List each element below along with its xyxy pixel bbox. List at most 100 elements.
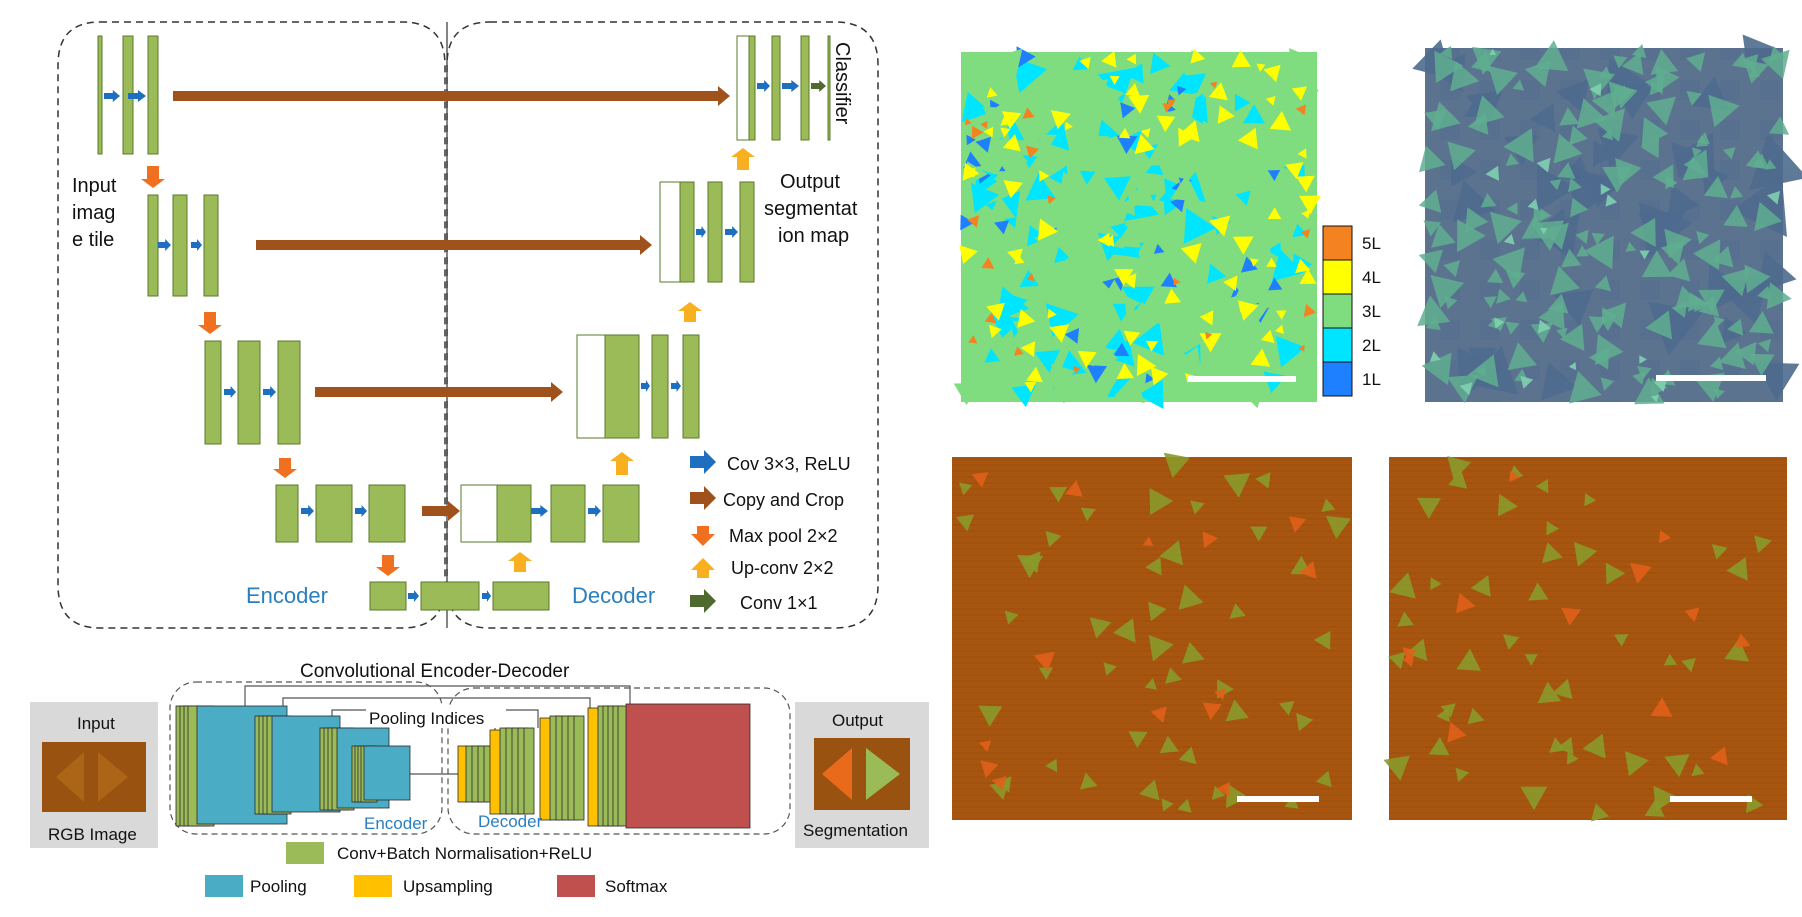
maxpool-arrow xyxy=(376,555,400,576)
feature-map-block xyxy=(203,194,219,297)
afm-thick-flake xyxy=(1709,746,1728,766)
layer-3L-flake xyxy=(1125,188,1147,209)
optical-flake xyxy=(1439,45,1453,60)
layer-4L-flake xyxy=(1263,64,1281,83)
afm-flake xyxy=(1614,634,1629,647)
layer-4L-flake xyxy=(1049,324,1069,343)
conv1x1-arrow xyxy=(811,80,826,92)
conv-arrow xyxy=(128,90,146,102)
feature-map-block xyxy=(748,35,756,141)
layer-1L-region xyxy=(1120,102,1136,119)
afm-thick-flake xyxy=(1216,781,1230,797)
feature-map-block xyxy=(682,334,700,439)
layer-4L-flake xyxy=(965,167,976,178)
copy-crop-arrow xyxy=(173,86,730,106)
layer-5L-flake xyxy=(984,312,996,324)
afm-flake xyxy=(1148,601,1167,622)
layer-5L-flake xyxy=(967,215,979,228)
layer-3L-flake xyxy=(1290,308,1304,322)
layer-4L-flake xyxy=(1276,310,1287,320)
optical-dark-region xyxy=(1529,103,1556,132)
layer-4L-flake xyxy=(1209,215,1231,237)
afm-flake xyxy=(1726,557,1748,581)
afm-flake xyxy=(1080,772,1098,790)
encoder-label: Encoder xyxy=(246,583,328,608)
afm-thick-flake xyxy=(1214,688,1226,701)
layer-2L-region xyxy=(1242,104,1265,124)
legend-maxpool: Max pool 2×2 xyxy=(729,526,838,546)
colorbar-label-2L: 2L xyxy=(1362,336,1381,355)
layer-4L-flake xyxy=(1047,308,1057,319)
feature-map-block xyxy=(172,194,188,297)
layer-3L-flake xyxy=(1003,143,1028,168)
optical-flake xyxy=(1515,291,1528,303)
feature-map-block xyxy=(420,581,480,611)
optical-bright-flake xyxy=(1589,83,1602,97)
layer-4L-flake xyxy=(983,126,994,138)
feature-map-block xyxy=(739,181,755,283)
layer-3L-flake xyxy=(1151,295,1183,325)
layer-4L-flake xyxy=(1020,341,1036,357)
afm-flake xyxy=(1711,544,1728,560)
layer-4L-flake xyxy=(1265,96,1276,106)
optical-flake xyxy=(1732,52,1749,69)
conv-bn-relu-swatch xyxy=(286,842,324,864)
afm-flake xyxy=(1535,478,1549,494)
optical-flake xyxy=(1588,346,1610,370)
optical-bright-flake xyxy=(1537,319,1551,334)
layer-3L-flake xyxy=(1052,255,1074,279)
optical-flake xyxy=(1430,275,1464,309)
layer-5L-flake xyxy=(1204,332,1213,340)
feature-map-block xyxy=(237,340,261,445)
optical-flake xyxy=(1641,117,1669,147)
segnet-title: Convolutional Encoder-Decoder xyxy=(300,661,570,682)
layer-3L-flake xyxy=(1077,263,1092,277)
optical-bright-flake xyxy=(1568,362,1577,371)
layer-4L-flake xyxy=(1199,310,1214,326)
layer-2L-region xyxy=(984,348,1001,363)
optical-flake xyxy=(1664,228,1692,258)
optical-flake xyxy=(1421,352,1452,386)
layer-4L-flake xyxy=(1164,288,1182,304)
upconv-arrow xyxy=(678,302,702,322)
optical-flake xyxy=(1549,265,1580,296)
decoder-region xyxy=(446,21,879,629)
feature-map-block xyxy=(204,340,222,445)
layer-2L-region xyxy=(1000,291,1028,320)
layer-5L-flake xyxy=(1026,145,1039,159)
layer-5L-flake xyxy=(968,335,978,344)
copy-crop-arrow xyxy=(422,501,460,521)
optical-flake xyxy=(1457,219,1486,253)
afm-flake xyxy=(1113,618,1136,643)
layer-4L-flake xyxy=(1001,111,1022,130)
optical-flake xyxy=(1754,201,1783,232)
conv-arrow xyxy=(224,386,236,398)
optical-flake xyxy=(1665,175,1678,190)
layer-4L-flake xyxy=(1123,330,1141,346)
afm-thick-flake xyxy=(1033,651,1055,672)
optical-flake xyxy=(1708,94,1740,128)
optical-flake xyxy=(1766,282,1792,310)
layer-1L-region xyxy=(1145,373,1155,384)
conv-arrow xyxy=(104,90,120,102)
pooling-swatch xyxy=(205,875,243,897)
layer-4L-flake xyxy=(986,302,1005,321)
optical-bright-flake xyxy=(1600,183,1611,195)
afm-flake xyxy=(1045,530,1062,548)
layer-4L-flake xyxy=(989,324,1002,339)
afm-flake xyxy=(1520,786,1548,811)
layer-3L-flake xyxy=(1204,281,1218,294)
layer-3L-flake xyxy=(962,306,995,338)
colorbar-label-3L: 3L xyxy=(1362,302,1381,321)
conv-arrow xyxy=(301,505,314,517)
layer-4L-flake xyxy=(1116,363,1135,380)
layer-4L-flake xyxy=(1275,324,1285,334)
afm-flake xyxy=(1159,540,1183,566)
layer-3L-flake xyxy=(1092,339,1119,367)
optical-dark-region xyxy=(1756,251,1797,293)
optical-dark-region xyxy=(1647,301,1705,356)
afm-thick-flake xyxy=(1447,722,1467,743)
layer-3L-flake xyxy=(1255,186,1276,206)
optical-dark-region xyxy=(1541,362,1578,401)
afm-flake xyxy=(1663,653,1677,666)
